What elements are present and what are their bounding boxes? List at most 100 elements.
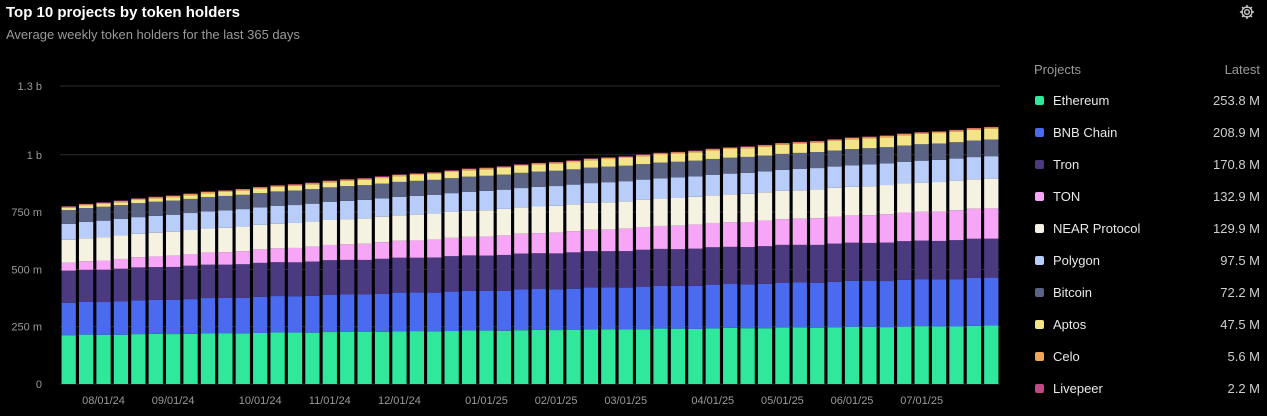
bar-segment-livepeer: [496, 166, 512, 167]
bar-segment-near-protocol: [287, 222, 303, 248]
bar-segment-celo: [357, 178, 372, 180]
legend-swatch: [1035, 287, 1044, 297]
legend-item-celo[interactable]: Celo 5.6 M: [1034, 340, 1260, 372]
bar-segment-celo: [253, 187, 268, 189]
bar-segment-polygon: [392, 196, 407, 216]
legend-item-near-protocol[interactable]: NEAR Protocol 129.9 M: [1034, 212, 1260, 244]
bar-segment-bitcoin: [340, 186, 355, 201]
legend-item-bnb-chain[interactable]: BNB Chain 208.9 M: [1034, 116, 1260, 148]
bar-segment-ethereum: [827, 327, 842, 384]
bar-segment-ethereum: [984, 325, 999, 384]
legend-item-tron[interactable]: Tron 170.8 M: [1034, 148, 1260, 180]
bar-segment-tron: [444, 256, 459, 292]
bar-segment-aptos: [392, 176, 407, 182]
bar-segment-tron: [548, 253, 564, 290]
bar-segment-bnb-chain: [862, 280, 877, 327]
bar-segment-near-protocol: [496, 208, 512, 236]
bar-segment-tron: [966, 238, 982, 278]
bar-segment-livepeer: [514, 164, 529, 165]
bar-segment-polygon: [548, 186, 564, 206]
bar-segment-celo: [705, 149, 720, 151]
bar-segment-ton: [792, 218, 807, 245]
bar-segment-tron: [461, 255, 477, 291]
legend-latest-value: 72.2 M: [1220, 284, 1260, 300]
bar-segment-livepeer: [409, 173, 424, 174]
bar-segment-ton: [96, 260, 111, 270]
bar-segment-polygon: [827, 166, 842, 188]
legend-item-ethereum[interactable]: Ethereum 253.8 M: [1034, 84, 1260, 116]
bar-segment-bitcoin: [392, 181, 407, 197]
bar-segment-bitcoin: [775, 153, 790, 170]
bar-segment-bnb-chain: [949, 279, 964, 327]
bar-segment-near-protocol: [444, 211, 459, 238]
bar-segment-celo: [78, 204, 94, 206]
legend-label: Polygon: [1053, 252, 1100, 268]
bar-segment-ton: [374, 242, 390, 259]
bar-segment-tron: [496, 254, 512, 291]
bar-segment-aptos: [531, 164, 546, 172]
x-tick-label: 06/01/25: [831, 395, 874, 407]
bar-segment-ton: [148, 256, 163, 268]
bar-segment-ton: [113, 258, 129, 269]
bar-segment-bitcoin: [357, 185, 372, 200]
bar-segment-aptos: [183, 195, 198, 199]
bar-segment-livepeer: [166, 195, 181, 197]
bar-segment-livepeer: [270, 185, 285, 186]
bar-segment-aptos: [61, 207, 76, 211]
legend-item-bitcoin[interactable]: Bitcoin 72.2 M: [1034, 276, 1260, 308]
gear-icon[interactable]: [1239, 4, 1255, 20]
bar-segment-bnb-chain: [305, 295, 320, 333]
bar-segment-ethereum: [409, 331, 424, 384]
bar-segment-bitcoin: [670, 161, 686, 178]
bar-segment-celo: [775, 143, 790, 145]
bar-segment-aptos: [636, 156, 651, 165]
bar-segment-tron: [792, 244, 807, 283]
legend-item-polygon[interactable]: Polygon 97.5 M: [1034, 244, 1260, 276]
bar-segment-ethereum: [479, 330, 494, 384]
bar-segment-polygon: [670, 177, 686, 198]
bar-segment-livepeer: [757, 144, 773, 146]
bar-segment-bnb-chain: [566, 288, 581, 331]
legend-label: Tron: [1053, 156, 1080, 172]
bar-segment-ton: [984, 208, 999, 239]
bar-segment-livepeer: [844, 137, 860, 139]
bar-segment-bnb-chain: [270, 296, 285, 333]
bar-segment-livepeer: [357, 178, 372, 179]
bar-segment-bitcoin: [409, 180, 424, 196]
bar-segment-livepeer: [862, 136, 877, 138]
bar-segment-celo: [618, 156, 633, 159]
bar-segment-near-protocol: [61, 239, 76, 263]
bar-segment-near-protocol: [723, 194, 738, 223]
bar-segment-ton: [287, 247, 303, 263]
bar-segment-ethereum: [931, 326, 947, 384]
bar-segment-aptos: [357, 179, 372, 186]
bar-segment-tron: [374, 258, 390, 294]
bar-segment-livepeer: [636, 154, 651, 156]
legend-item-ton[interactable]: TON 132.9 M: [1034, 180, 1260, 212]
bar-segment-ton: [566, 231, 581, 253]
legend-item-aptos[interactable]: Aptos 47.5 M: [1034, 308, 1260, 340]
bar-segment-ethereum: [636, 329, 651, 384]
bar-segment-ethereum: [166, 334, 181, 384]
bar-segment-celo: [96, 202, 111, 205]
bar-segment-bitcoin: [618, 165, 633, 182]
bar-segment-bitcoin: [757, 155, 773, 172]
bar-segment-bitcoin: [113, 205, 129, 220]
bar-segment-near-protocol: [636, 199, 651, 228]
bar-segment-ton: [461, 236, 477, 256]
legend-label: NEAR Protocol: [1053, 220, 1141, 236]
bar-segment-polygon: [949, 158, 964, 181]
x-tick-label: 03/01/25: [604, 395, 647, 407]
bar-segment-ton: [305, 246, 320, 262]
bar-segment-bnb-chain: [287, 296, 303, 333]
bar-segment-tron: [984, 238, 999, 278]
bar-segment-ethereum: [601, 329, 616, 384]
bar-segment-celo: [653, 153, 668, 155]
bar-segment-bitcoin: [444, 178, 459, 194]
bar-segment-bitcoin: [427, 179, 442, 195]
bar-segment-tron: [305, 261, 320, 296]
bar-segment-aptos: [479, 169, 494, 176]
bar-segment-near-protocol: [949, 180, 964, 211]
legend-item-livepeer[interactable]: Livepeer 2.2 M: [1034, 372, 1260, 404]
bar-segment-celo: [409, 173, 424, 175]
